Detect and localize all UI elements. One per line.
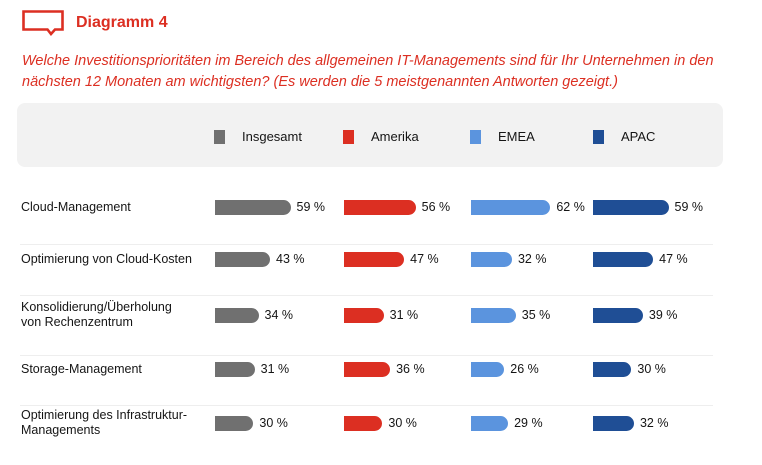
chart-header: Diagramm 4 xyxy=(22,10,168,36)
bar-value-label: 29 % xyxy=(514,416,543,430)
legend-item-apac: APAC xyxy=(593,129,655,144)
bar-value-label: 62 % xyxy=(556,200,585,214)
bar-amerika xyxy=(344,308,384,323)
bar-apac xyxy=(593,308,643,323)
legend-swatch xyxy=(593,129,604,144)
bar-amerika xyxy=(344,200,416,215)
chart-area: Cloud-Management 59 % 56 % 62 % 59 % Optimier… xyxy=(0,190,762,465)
row-divider xyxy=(20,405,713,406)
bar-value-label: 26 % xyxy=(510,362,539,376)
bar-value-label: 35 % xyxy=(521,308,551,322)
legend-swatch xyxy=(343,129,354,144)
legend-item-amerika: Amerika xyxy=(343,129,419,144)
bar-value-label: 32 % xyxy=(639,416,669,430)
category-label: Konsolidierung/Überholung von Rechenzentr… xyxy=(21,300,172,329)
bar-value-label: 34 % xyxy=(264,308,294,322)
legend: Insgesamt Amerika EMEA APAC xyxy=(17,103,723,167)
bar-emea xyxy=(471,308,516,323)
bar-value-label: 59 % xyxy=(674,200,704,214)
row-divider xyxy=(20,355,713,356)
bar-value-label: 36 % xyxy=(396,362,425,376)
bar-emea xyxy=(471,416,509,431)
bar-insgesamt xyxy=(215,362,255,377)
legend-item-insgesamt: Insgesamt xyxy=(214,129,302,144)
bar-amerika xyxy=(344,416,383,431)
bar-value-label: 43 % xyxy=(276,252,305,266)
bar-value-label: 47 % xyxy=(659,252,688,266)
bar-apac xyxy=(593,362,632,377)
bar-value-label: 31 % xyxy=(260,362,290,376)
legend-swatch xyxy=(470,129,481,144)
category-label: Storage-Management xyxy=(21,362,142,376)
bar-value-label: 30 % xyxy=(388,416,417,430)
bar-insgesamt xyxy=(215,308,259,323)
bar-apac xyxy=(593,416,634,431)
row-divider xyxy=(20,244,713,245)
legend-item-emea: EMEA xyxy=(470,129,535,144)
bar-value-label: 31 % xyxy=(389,308,419,322)
bar-insgesamt xyxy=(215,252,271,267)
bar-emea xyxy=(471,252,512,267)
bar-insgesamt xyxy=(215,416,254,431)
bar-apac xyxy=(593,252,654,267)
bar-value-label: 47 % xyxy=(410,252,439,266)
bar-amerika xyxy=(344,252,405,267)
bar-value-label: 30 % xyxy=(259,416,288,430)
bar-value-label: 39 % xyxy=(648,308,678,322)
bar-value-label: 59 % xyxy=(296,200,326,214)
bar-amerika xyxy=(344,362,391,377)
bar-insgesamt xyxy=(215,200,291,215)
bar-value-label: 32 % xyxy=(517,252,547,266)
bar-emea xyxy=(471,200,551,215)
diagram-title: Diagramm 4 xyxy=(76,14,168,31)
bar-emea xyxy=(471,362,505,377)
speech-bubble-icon xyxy=(22,10,64,36)
legend-label: Amerika xyxy=(371,129,419,144)
bar-apac xyxy=(593,200,669,215)
bar-value-label: 30 % xyxy=(637,362,666,376)
category-label: Cloud-Management xyxy=(21,200,131,214)
row-divider xyxy=(20,295,713,296)
bar-value-label: 56 % xyxy=(421,200,451,214)
legend-label: EMEA xyxy=(498,129,535,144)
chart-question: Welche Investitionsprioritäten im Bereic… xyxy=(22,53,714,90)
category-label: Optimierung von Cloud-Kosten xyxy=(21,252,192,266)
legend-swatch xyxy=(214,129,225,144)
legend-label: APAC xyxy=(621,129,656,144)
category-label: Optimierung des Infrastruktur- Management… xyxy=(21,408,188,437)
legend-label: Insgesamt xyxy=(242,129,302,144)
